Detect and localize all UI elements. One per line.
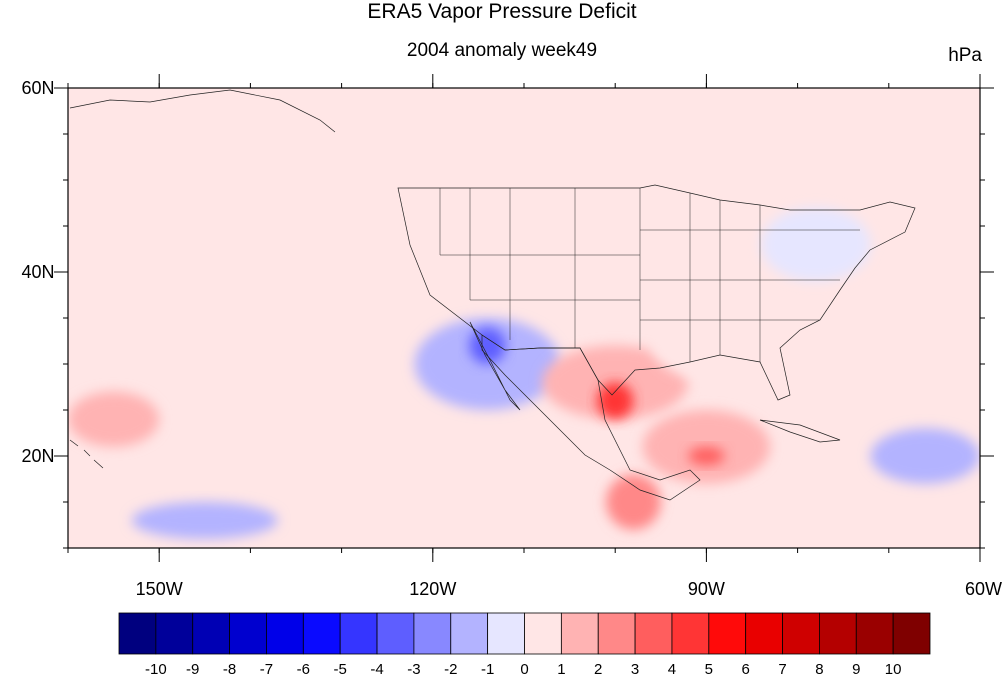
colorbar-swatch bbox=[450, 612, 489, 655]
cuba-outline bbox=[759, 419, 841, 443]
alaska-coast bbox=[69, 89, 336, 133]
anomaly-patch-texas-strong-positive bbox=[596, 382, 634, 420]
colorbar-swatch bbox=[560, 612, 599, 655]
colorbar-swatch bbox=[339, 612, 378, 655]
anomaly-patch-socal-strong-negative bbox=[469, 327, 506, 364]
colorbar-swatch bbox=[413, 612, 452, 655]
colorbar-swatch bbox=[266, 612, 304, 655]
colorbar-swatch bbox=[819, 612, 857, 655]
colorbar: -10 -9 -8 -7 -6 -5 -4 -3 -2 -1 0 1 2 3 4 5 6 7 8 9 10 bbox=[118, 612, 931, 678]
colorbar-label: -8 bbox=[223, 661, 236, 678]
anomaly-patch-atlantic-negative bbox=[870, 428, 980, 484]
lon-label: 120W bbox=[409, 579, 456, 599]
anomaly-patch-north-pacific-positive bbox=[68, 207, 178, 263]
colorbar-label: -7 bbox=[260, 661, 273, 678]
colorbar-label: -1 bbox=[481, 661, 494, 678]
colorbar-label: -9 bbox=[186, 661, 199, 678]
anomaly-patch-northeast-negative bbox=[761, 207, 871, 282]
colorbar-label: 4 bbox=[668, 661, 676, 678]
map-area bbox=[67, 87, 981, 549]
hawaii-islands bbox=[69, 439, 104, 469]
colorbar-label: 0 bbox=[520, 661, 528, 678]
lat-label: 40N bbox=[21, 262, 54, 282]
colorbar-label: -6 bbox=[297, 661, 310, 678]
colorbar-label: -2 bbox=[444, 661, 457, 678]
colorbar-swatch bbox=[155, 612, 194, 655]
lon-label: 90W bbox=[688, 579, 725, 599]
colorbar-swatch bbox=[671, 612, 710, 655]
colorbar-swatch bbox=[597, 612, 636, 655]
mexico-outline bbox=[481, 334, 701, 501]
map-title: ERA5 Vapor Pressure Deficit bbox=[367, 0, 637, 23]
map-subtitle: 2004 anomaly week49 bbox=[406, 40, 598, 61]
country-borders bbox=[69, 89, 916, 501]
lat-label: 60N bbox=[21, 78, 54, 98]
colorbar-label: -3 bbox=[407, 661, 420, 678]
baja-outline bbox=[469, 321, 521, 411]
colorbar-label: 6 bbox=[742, 661, 750, 678]
colorbar-label: 1 bbox=[557, 661, 565, 678]
colorbar-swatch bbox=[855, 612, 894, 655]
colorbar-label: 7 bbox=[778, 661, 786, 678]
anomaly-patch-hawaii-positive bbox=[68, 391, 160, 447]
colorbar-label: 3 bbox=[631, 661, 639, 678]
anomaly-patch-gulf-positive bbox=[642, 410, 771, 484]
colorbar-label: 5 bbox=[705, 661, 713, 678]
lon-label: 60W bbox=[965, 579, 1002, 599]
colorbar-swatch bbox=[782, 612, 820, 655]
anomaly-patch-subtropic-pacific-negative bbox=[131, 502, 278, 539]
colorbar-swatch bbox=[524, 612, 562, 655]
anomaly-patch-yucatan-strong-positive bbox=[688, 446, 725, 466]
colorbar-swatch bbox=[708, 612, 747, 655]
lat-label: 20N bbox=[21, 446, 54, 466]
lon-label: 150W bbox=[136, 579, 183, 599]
colorbar-swatch bbox=[487, 612, 525, 655]
colorbar-swatch bbox=[634, 612, 673, 655]
colorbar-swatch bbox=[745, 612, 783, 655]
colorbar-label: -10 bbox=[145, 661, 167, 678]
colorbar-swatch bbox=[376, 612, 415, 655]
colorbar-swatch bbox=[892, 612, 931, 655]
colorbar-label: -5 bbox=[334, 661, 347, 678]
anomaly-field bbox=[68, 207, 980, 539]
units-label: hPa bbox=[948, 45, 982, 66]
colorbar-swatch bbox=[302, 612, 341, 655]
colorbar-swatch bbox=[192, 612, 230, 655]
map-axes: 150W 120W 90W 60W 60N 40N 20N bbox=[21, 74, 1002, 599]
colorbar-label: -4 bbox=[370, 661, 383, 678]
colorbar-label: 9 bbox=[852, 661, 860, 678]
colorbar-label: 2 bbox=[594, 661, 602, 678]
colorbar-label: 8 bbox=[815, 661, 823, 678]
state-lines bbox=[439, 188, 860, 362]
colorbar-swatch bbox=[118, 612, 157, 655]
map-background bbox=[68, 88, 980, 548]
anomaly-patch-central-america-positive bbox=[606, 474, 661, 530]
colorbar-label: 10 bbox=[885, 661, 902, 678]
colorbar-swatch bbox=[229, 612, 267, 655]
